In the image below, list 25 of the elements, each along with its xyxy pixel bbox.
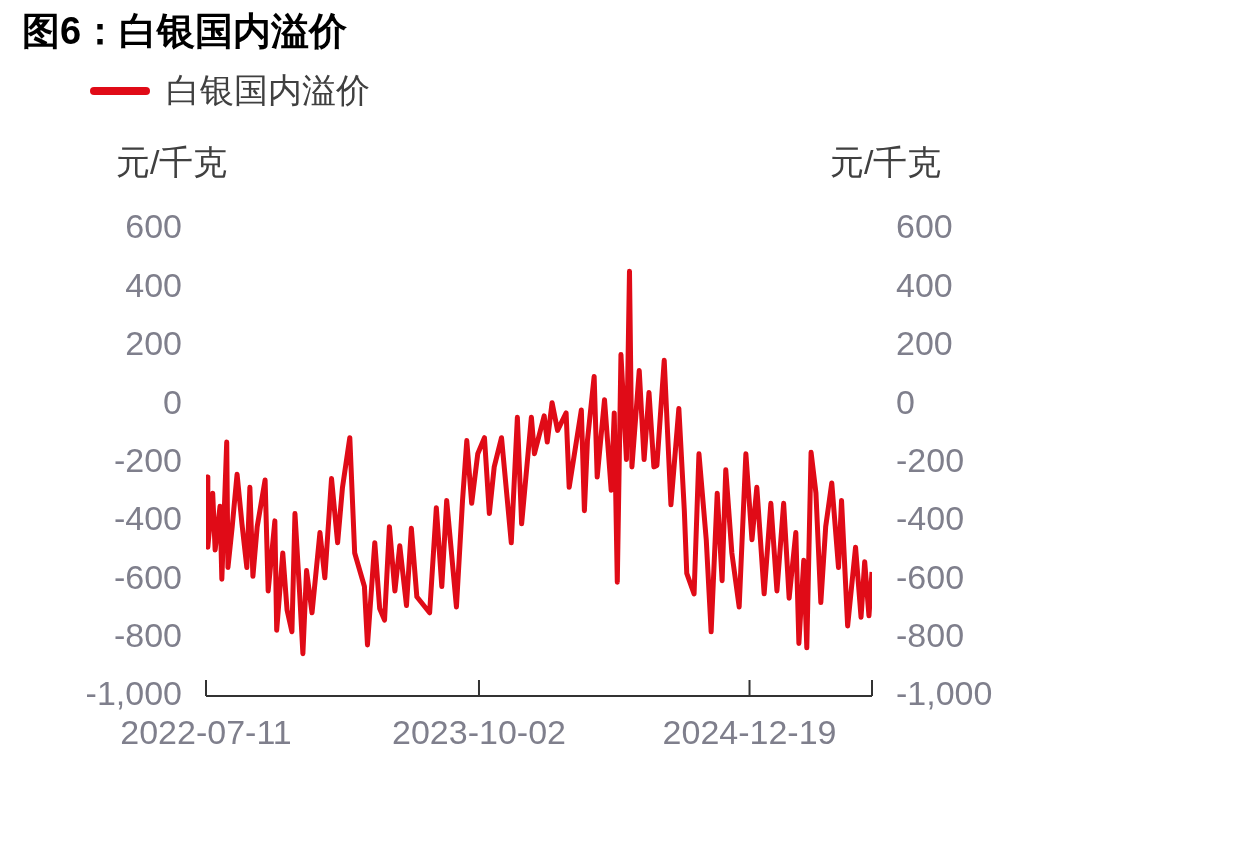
- x-tick-label: 2024-12-19: [662, 712, 837, 751]
- y2-tick-label: -600: [896, 557, 965, 596]
- y-tick-label: -800: [113, 616, 182, 654]
- chart-title: 图6：白银国内溢价: [22, 9, 348, 54]
- y-tick-label: -1,000: [85, 674, 182, 713]
- y2-tick-label: 200: [896, 324, 953, 363]
- y2-tick-label: -400: [896, 499, 965, 538]
- x-tick-label: 2022-07-11: [120, 712, 292, 751]
- y-tick-label: -200: [113, 440, 182, 479]
- y2-tick-label: -800: [896, 616, 965, 654]
- y-tick-label: 400: [125, 265, 182, 304]
- y-tick-label: -600: [113, 557, 182, 596]
- y-axis-title: 元/千克: [116, 142, 228, 183]
- y2-tick-label: 0: [896, 382, 915, 421]
- y-tick-label: 0: [163, 382, 182, 421]
- y-tick-label: 200: [125, 324, 182, 363]
- y2-tick-label: 600: [896, 207, 953, 246]
- x-tick-label: 2023-10-02: [392, 712, 566, 751]
- legend-label: 白银国内溢价: [166, 70, 370, 111]
- y-tick-label: -400: [113, 499, 182, 538]
- y2-tick-label: -200: [896, 440, 965, 479]
- y2-tick-label: 400: [896, 265, 953, 304]
- y-tick-label: 600: [125, 207, 182, 246]
- y2-axis-title: 元/千克: [830, 142, 942, 183]
- y2-tick-label: -1,000: [896, 674, 993, 713]
